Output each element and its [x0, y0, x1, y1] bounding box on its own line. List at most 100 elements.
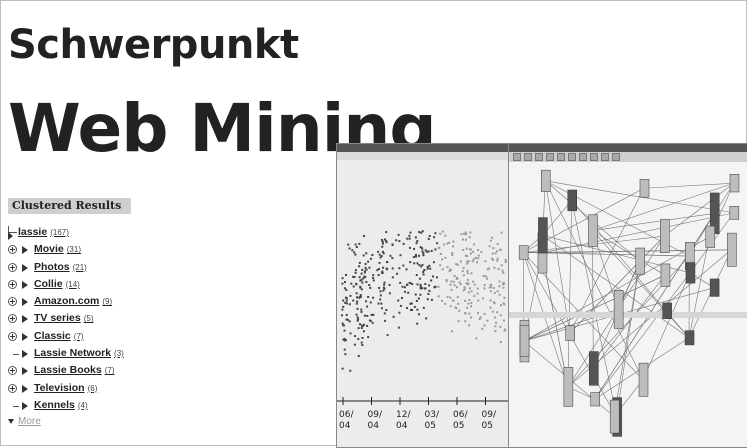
expand-plus-icon[interactable]	[8, 366, 17, 375]
scatter-point	[415, 236, 417, 238]
tool-icon[interactable]	[612, 153, 620, 161]
scatter-point	[463, 233, 465, 235]
cluster-item-label[interactable]: Lassie Network(3)	[34, 347, 124, 359]
scatter-point	[433, 286, 435, 288]
cluster-item[interactable]: Lassie Books(7)	[8, 364, 158, 381]
scatter-point	[378, 268, 380, 270]
cluster-item-label[interactable]: Lassie Books(7)	[34, 364, 114, 376]
cluster-item-label[interactable]: Amazon.com(9)	[34, 295, 112, 307]
cluster-item-label[interactable]: Classic(7)	[34, 330, 84, 342]
expand-plus-icon[interactable]	[8, 384, 17, 393]
scatter-point	[467, 283, 469, 285]
expand-arrow-icon[interactable]	[8, 232, 13, 240]
scatter-point	[410, 309, 412, 311]
tree-root-label[interactable]: lassie(167)	[18, 226, 69, 238]
cluster-item[interactable]: Classic(7)	[8, 330, 158, 347]
scatter-point	[487, 268, 489, 270]
scatter-point	[361, 342, 363, 344]
scatter-point	[361, 288, 363, 290]
scatter-point	[386, 261, 388, 263]
scatter-point	[358, 243, 360, 245]
scatter-point	[370, 320, 372, 322]
scatter-point	[421, 250, 423, 252]
scatter-point	[383, 252, 385, 254]
scatter-point	[454, 284, 456, 286]
expand-plus-icon[interactable]	[8, 263, 17, 272]
cluster-item[interactable]: Photos(21)	[8, 261, 158, 278]
scatter-point	[467, 279, 469, 281]
cluster-item-label[interactable]: Television(6)	[34, 382, 97, 394]
scatter-point	[398, 240, 400, 242]
scatter-point	[441, 300, 443, 302]
tool-icon[interactable]	[568, 153, 576, 161]
cluster-item-label[interactable]: Movie(31)	[34, 243, 81, 255]
graph-node	[663, 303, 672, 319]
scatter-point	[419, 294, 421, 296]
cluster-item[interactable]: Amazon.com(9)	[8, 295, 158, 312]
scatter-point	[499, 294, 501, 296]
tool-icon[interactable]	[546, 153, 554, 161]
tool-icon[interactable]	[601, 153, 609, 161]
tree-root[interactable]: lassie(167)	[8, 226, 158, 243]
scatter-point	[418, 298, 420, 300]
scatter-point	[349, 295, 351, 297]
scatter-point	[493, 267, 495, 269]
cluster-item-label[interactable]: TV series(5)	[34, 312, 93, 324]
scatter-point	[467, 303, 469, 305]
scatter-point	[403, 243, 405, 245]
cluster-item[interactable]: Collie(14)	[8, 278, 158, 295]
cluster-item-label[interactable]: Collie(14)	[34, 278, 80, 290]
scatter-point	[502, 283, 504, 285]
scatter-point	[473, 258, 475, 260]
scatter-point	[345, 274, 347, 276]
cluster-item-label[interactable]: Kennels(4)	[34, 399, 88, 411]
scatter-point	[367, 296, 369, 298]
graph-node	[566, 326, 575, 341]
scatter-point	[466, 261, 468, 263]
scatter-point	[498, 268, 500, 270]
expand-plus-icon[interactable]	[8, 297, 17, 306]
expand-plus-icon[interactable]	[8, 280, 17, 289]
scatter-point	[409, 282, 411, 284]
scatter-point	[397, 299, 399, 301]
scatter-point	[502, 270, 504, 272]
scatter-point	[380, 290, 382, 292]
scatter-point	[426, 251, 428, 253]
scatter-point	[416, 240, 418, 242]
cluster-item[interactable]: Kennels(4)	[8, 399, 158, 416]
expand-plus-icon[interactable]	[8, 314, 17, 323]
scatter-point	[464, 286, 466, 288]
cluster-item[interactable]: Movie(31)	[8, 243, 158, 260]
scatter-point	[354, 335, 356, 337]
more-link[interactable]: More	[8, 416, 158, 430]
tool-icon[interactable]	[524, 153, 532, 161]
tool-icon[interactable]	[579, 153, 587, 161]
more-label[interactable]: More	[18, 416, 41, 427]
tool-icon[interactable]	[590, 153, 598, 161]
expand-plus-icon[interactable]	[8, 332, 17, 341]
scatter-point	[483, 275, 485, 277]
tool-icon[interactable]	[557, 153, 565, 161]
scatter-point	[370, 258, 372, 260]
expand-plus-icon[interactable]	[8, 245, 17, 254]
scatter-point	[431, 250, 433, 252]
scatter-point	[432, 275, 434, 277]
scatter-point	[356, 246, 358, 248]
window-titlebar	[337, 144, 509, 152]
scatter-point	[416, 242, 418, 244]
cluster-item[interactable]: Television(6)	[8, 382, 158, 399]
scatter-point	[457, 303, 459, 305]
scatter-point	[505, 259, 507, 261]
scatter-point	[406, 238, 408, 240]
scatter-point	[427, 298, 429, 300]
cluster-item[interactable]: TV series(5)	[8, 312, 158, 329]
scatter-point	[452, 300, 454, 302]
tool-icon[interactable]	[513, 153, 521, 161]
scatter-point	[364, 315, 366, 317]
scatter-point	[385, 309, 387, 311]
scatter-point	[378, 287, 380, 289]
tool-icon[interactable]	[535, 153, 543, 161]
cluster-item[interactable]: Lassie Network(3)	[8, 347, 158, 364]
cluster-item-label[interactable]: Photos(21)	[34, 261, 87, 273]
